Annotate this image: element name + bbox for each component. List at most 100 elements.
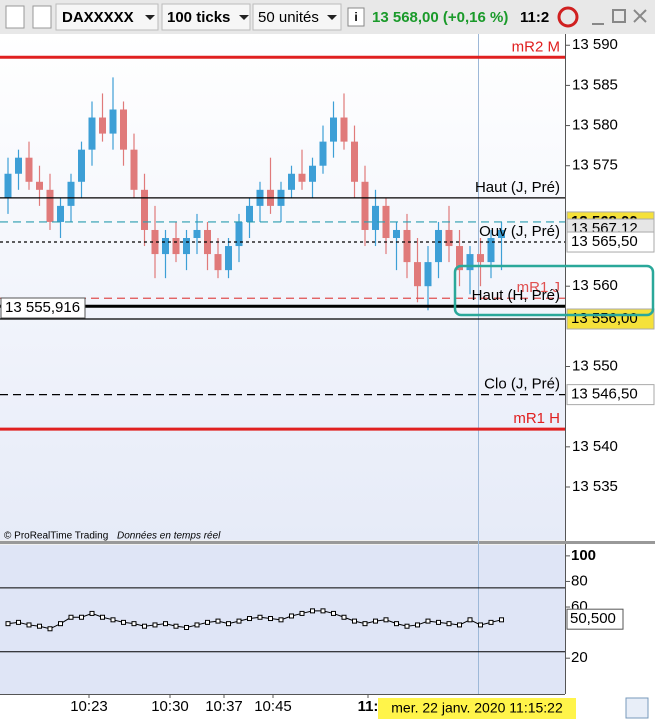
indicator-point: [226, 621, 231, 627]
indicator-point: [205, 619, 210, 625]
indicator-point: [68, 614, 74, 620]
price-label: 13 565,50: [571, 233, 638, 250]
cursor-time-box: [378, 698, 576, 719]
indicator-point: [247, 616, 252, 622]
left-price-box: [0, 297, 86, 319]
indicator-value-box: [566, 608, 624, 630]
candle-body: [99, 117, 106, 134]
maximize-button[interactable]: [612, 9, 626, 23]
level-label: mR2 M: [512, 38, 560, 55]
candle-body: [15, 157, 22, 174]
indicator-point: [58, 621, 63, 627]
candle-body: [36, 181, 43, 190]
instrument[interactable]: DAXXXXX: [62, 9, 134, 26]
close-button[interactable]: [633, 9, 647, 23]
candle-body: [183, 238, 190, 255]
info-glyph: i: [354, 10, 357, 24]
candle-body: [466, 254, 474, 271]
indicator-point: [100, 614, 105, 620]
units[interactable]: 50 unités: [258, 9, 319, 26]
level-label: Clo (J, Pré): [484, 376, 560, 393]
indicator-point: [142, 623, 147, 629]
time-label: 11:: [358, 698, 379, 715]
period-box[interactable]: [161, 3, 251, 31]
level-label: Ouv (J, Pré): [479, 223, 560, 240]
y-tick-label: 100: [571, 547, 596, 564]
period[interactable]: 100 ticks: [167, 9, 230, 26]
indicator-point: [436, 619, 441, 625]
candle-body: [456, 246, 463, 271]
scroll-button[interactable]: [625, 697, 649, 719]
indicator-point: [131, 621, 137, 627]
indicator-point: [310, 608, 315, 614]
candle-body: [141, 189, 148, 230]
candle-body: [382, 205, 390, 239]
candle-body: [46, 189, 54, 222]
indicator-point: [373, 618, 378, 624]
candle-body: [403, 229, 411, 263]
indicator-point: [89, 610, 95, 616]
chart-icon[interactable]: [5, 5, 25, 29]
indicator-point: [289, 613, 294, 619]
level-label: mR1 H: [513, 410, 560, 427]
indicator-point: [331, 610, 336, 616]
indicator-point: [268, 616, 273, 622]
price-axis: [565, 34, 655, 694]
candle-body: [445, 229, 453, 247]
y-tick-label: 20: [571, 649, 588, 666]
indicator-point: [499, 617, 504, 623]
candle-body: [204, 229, 211, 255]
units-box[interactable]: [252, 3, 342, 31]
candle-body: [477, 254, 484, 263]
highlight-box: [453, 264, 655, 317]
link-icon[interactable]: [32, 5, 52, 29]
price-label: 13 556,00: [571, 310, 638, 327]
y-tick-label: 13 540: [572, 438, 618, 455]
copyright: © ProRealTime Trading: [4, 531, 108, 542]
indicator-point: [16, 619, 21, 625]
info-icon[interactable]: [347, 7, 365, 27]
candle-body: [424, 262, 432, 287]
dropdown-arrow: [239, 15, 249, 20]
time-label: 10:45: [254, 698, 292, 715]
candle-body: [88, 117, 96, 150]
indicator-point: [79, 614, 84, 620]
indicator-point: [5, 621, 11, 627]
candle-body: [120, 109, 127, 150]
indicator-value: 50,500: [570, 610, 616, 627]
instrument-box[interactable]: [55, 3, 159, 31]
indicator-point: [299, 610, 305, 616]
indicator-point: [341, 614, 347, 620]
candle-body: [246, 205, 253, 222]
indicator-point: [26, 622, 32, 628]
candle-body: [393, 229, 400, 239]
realtime-note: Données en temps réel: [117, 531, 221, 542]
refresh-icon[interactable]: [557, 6, 579, 28]
indicator-point: [362, 621, 368, 627]
y-tick-label: 80: [571, 572, 588, 589]
candle-body: [298, 173, 306, 182]
indicator-point: [404, 623, 410, 629]
candle-body: [288, 173, 295, 190]
clock: 11:2: [520, 9, 549, 26]
dropdown-arrow: [145, 15, 155, 20]
indicator-point: [215, 618, 221, 624]
candle-body: [4, 173, 12, 198]
candle-body: [25, 157, 33, 182]
y-tick-label: 13 590: [572, 36, 618, 53]
indicator-point: [467, 617, 473, 623]
candle-body: [309, 165, 316, 182]
candle-body: [130, 149, 138, 190]
indicator-point: [415, 622, 420, 628]
candle-body: [361, 181, 369, 230]
dropdown-arrow: [327, 15, 337, 20]
candle-body: [487, 238, 495, 263]
candle-body: [57, 205, 64, 222]
indicator-point: [236, 618, 242, 624]
indicator-point: [383, 617, 389, 623]
price-box: [566, 384, 655, 406]
level-label: Haut (J, Pré): [475, 179, 560, 196]
candle-body: [372, 205, 379, 230]
indicator-point: [37, 623, 42, 629]
